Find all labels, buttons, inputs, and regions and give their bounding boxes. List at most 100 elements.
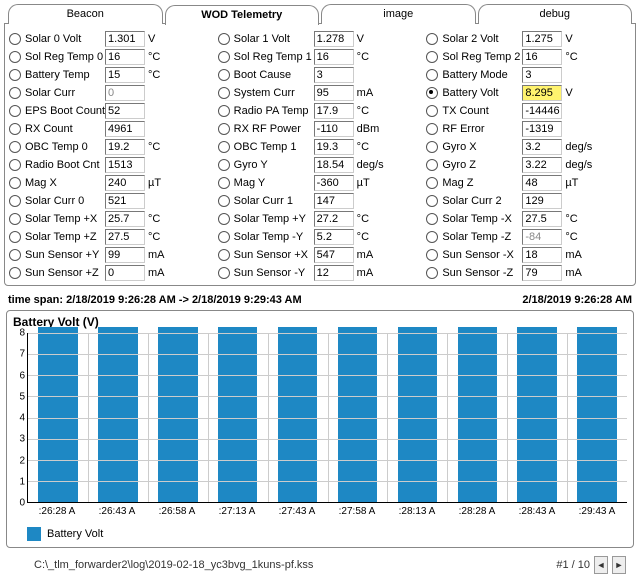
x-tick: :29:43 A [567, 503, 627, 517]
param-radio[interactable] [9, 51, 21, 63]
timestamp-text: 2/18/2019 9:26:28 AM [522, 294, 632, 306]
param-radio[interactable] [218, 33, 230, 45]
param-label: Solar Temp -Y [234, 231, 314, 243]
param-radio[interactable] [218, 51, 230, 63]
y-tick: 8 [19, 328, 25, 339]
param-radio[interactable] [218, 69, 230, 81]
param-radio[interactable] [218, 87, 230, 99]
telemetry-column-0: Solar 0 Volt1.301VSol Reg Temp 016°CBatt… [9, 30, 214, 281]
chart-bar [98, 327, 138, 502]
param-value: 52 [105, 103, 145, 119]
param-unit: mA [354, 267, 387, 279]
telemetry-row: RX Count4961 [9, 120, 214, 137]
telemetry-row: Solar 2 Volt1.275V [426, 30, 631, 47]
chart-bar [398, 327, 438, 502]
param-label: Boot Cause [234, 69, 314, 81]
param-value: 4961 [105, 121, 145, 137]
param-radio[interactable] [9, 177, 21, 189]
chart-bar [158, 327, 198, 502]
param-radio[interactable] [426, 105, 438, 117]
param-unit: °C [354, 51, 387, 63]
param-radio[interactable] [426, 33, 438, 45]
param-label: Sun Sensor +Y [25, 249, 105, 261]
param-unit: µT [145, 177, 178, 189]
page-next-button[interactable]: ► [612, 556, 626, 574]
param-label: Solar Temp +Z [25, 231, 105, 243]
param-unit: V [354, 33, 387, 45]
param-radio[interactable] [9, 105, 21, 117]
param-label: Sol Reg Temp 2 [442, 51, 522, 63]
y-tick: 4 [19, 413, 25, 424]
param-radio[interactable] [9, 195, 21, 207]
param-radio[interactable] [426, 249, 438, 261]
param-value: 27.2 [314, 211, 354, 227]
chart-bar [577, 327, 617, 502]
telemetry-row: Gyro Z3.22deg/s [426, 156, 631, 173]
tab-image[interactable]: image [321, 4, 476, 24]
param-radio[interactable] [426, 69, 438, 81]
param-radio[interactable] [426, 51, 438, 63]
param-radio[interactable] [9, 231, 21, 243]
param-radio[interactable] [426, 159, 438, 171]
param-value: 48 [522, 175, 562, 191]
telemetry-row: Sol Reg Temp 216°C [426, 48, 631, 65]
y-tick: 5 [19, 391, 25, 402]
param-label: TX Count [442, 105, 522, 117]
tab-beacon[interactable]: Beacon [8, 4, 163, 24]
telemetry-row: Solar Curr0 [9, 84, 214, 101]
param-label: RX Count [25, 123, 105, 135]
param-radio[interactable] [9, 123, 21, 135]
chart-bar [338, 327, 378, 502]
param-value: 240 [105, 175, 145, 191]
telemetry-row: Sun Sensor +X547mA [218, 246, 423, 263]
telemetry-column-1: Solar 1 Volt1.278VSol Reg Temp 116°CBoot… [218, 30, 423, 281]
x-tick: :28:28 A [447, 503, 507, 517]
param-radio[interactable] [218, 123, 230, 135]
param-unit: °C [354, 213, 387, 225]
param-radio[interactable] [218, 249, 230, 261]
telemetry-row: RF Error-1319 [426, 120, 631, 137]
tab-wod-telemetry[interactable]: WOD Telemetry [165, 5, 320, 25]
telemetry-row: Sol Reg Temp 116°C [218, 48, 423, 65]
param-label: Mag X [25, 177, 105, 189]
param-radio[interactable] [218, 213, 230, 225]
param-radio[interactable] [426, 213, 438, 225]
param-radio[interactable] [9, 267, 21, 279]
param-radio[interactable] [218, 177, 230, 189]
param-radio[interactable] [218, 159, 230, 171]
param-radio[interactable] [9, 69, 21, 81]
param-unit: °C [145, 69, 178, 81]
telemetry-row: Sol Reg Temp 016°C [9, 48, 214, 65]
param-value: 12 [314, 265, 354, 281]
param-radio[interactable] [218, 267, 230, 279]
param-radio[interactable] [426, 267, 438, 279]
param-radio[interactable] [218, 231, 230, 243]
telemetry-row: Sun Sensor +Y99mA [9, 246, 214, 263]
param-value: 1.278 [314, 31, 354, 47]
telemetry-row: Radio Boot Cnt1513 [9, 156, 214, 173]
param-label: Sun Sensor +X [234, 249, 314, 261]
param-radio[interactable] [426, 177, 438, 189]
tab-debug[interactable]: debug [478, 4, 633, 24]
param-radio[interactable] [426, 195, 438, 207]
param-radio[interactable] [426, 141, 438, 153]
param-radio[interactable] [9, 159, 21, 171]
param-radio[interactable] [218, 141, 230, 153]
param-radio[interactable] [426, 123, 438, 135]
telemetry-row: Sun Sensor +Z0mA [9, 264, 214, 281]
param-radio[interactable] [9, 33, 21, 45]
param-label: EPS Boot Count [25, 105, 105, 117]
param-label: Gyro X [442, 141, 522, 153]
param-radio[interactable] [9, 249, 21, 261]
param-radio[interactable] [218, 195, 230, 207]
param-radio[interactable] [218, 105, 230, 117]
param-label: Sun Sensor +Z [25, 267, 105, 279]
page-prev-button[interactable]: ◄ [594, 556, 608, 574]
param-radio[interactable] [9, 213, 21, 225]
param-radio[interactable] [426, 87, 438, 99]
param-radio[interactable] [426, 231, 438, 243]
param-unit: deg/s [354, 159, 387, 171]
param-radio[interactable] [9, 141, 21, 153]
param-radio[interactable] [9, 87, 21, 99]
param-unit: °C [145, 231, 178, 243]
